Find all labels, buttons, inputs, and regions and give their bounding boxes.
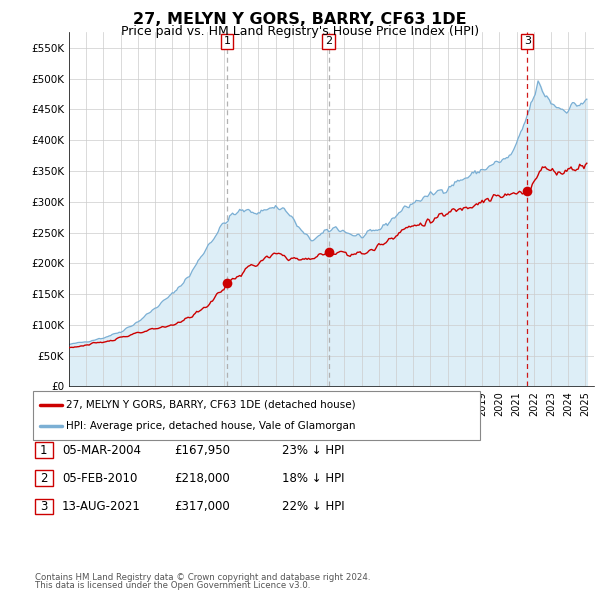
Text: 23% ↓ HPI: 23% ↓ HPI (282, 444, 344, 457)
Text: £317,000: £317,000 (174, 500, 230, 513)
Text: 18% ↓ HPI: 18% ↓ HPI (282, 472, 344, 485)
Text: Contains HM Land Registry data © Crown copyright and database right 2024.: Contains HM Land Registry data © Crown c… (35, 572, 370, 582)
Text: 1: 1 (223, 37, 230, 46)
Text: 13-AUG-2021: 13-AUG-2021 (62, 500, 140, 513)
Text: 2: 2 (325, 37, 332, 46)
Text: £218,000: £218,000 (174, 472, 230, 485)
Text: 3: 3 (524, 37, 531, 46)
Text: This data is licensed under the Open Government Licence v3.0.: This data is licensed under the Open Gov… (35, 581, 310, 590)
Text: Price paid vs. HM Land Registry's House Price Index (HPI): Price paid vs. HM Land Registry's House … (121, 25, 479, 38)
Text: £167,950: £167,950 (174, 444, 230, 457)
Text: 27, MELYN Y GORS, BARRY, CF63 1DE: 27, MELYN Y GORS, BARRY, CF63 1DE (133, 12, 467, 27)
Text: 27, MELYN Y GORS, BARRY, CF63 1DE (detached house): 27, MELYN Y GORS, BARRY, CF63 1DE (detac… (66, 399, 356, 409)
Text: HPI: Average price, detached house, Vale of Glamorgan: HPI: Average price, detached house, Vale… (66, 421, 355, 431)
Text: 05-FEB-2010: 05-FEB-2010 (62, 472, 137, 485)
Text: 1: 1 (40, 444, 47, 457)
Text: 05-MAR-2004: 05-MAR-2004 (62, 444, 141, 457)
Text: 2: 2 (40, 472, 47, 485)
Text: 22% ↓ HPI: 22% ↓ HPI (282, 500, 344, 513)
Text: 3: 3 (40, 500, 47, 513)
